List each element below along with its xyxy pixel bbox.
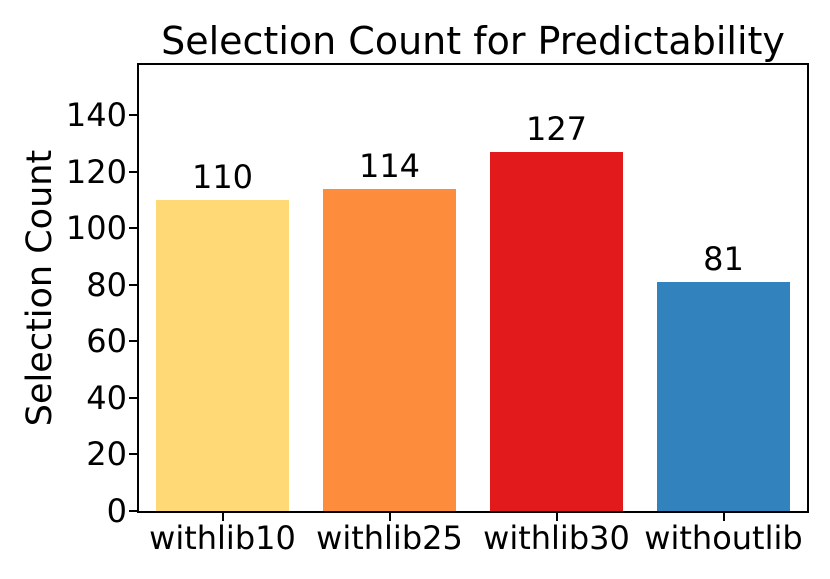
x-tick-mark — [722, 513, 725, 521]
y-tick-mark — [129, 114, 137, 117]
plot-frame — [137, 63, 809, 513]
bar-withoutlib — [656, 281, 791, 511]
bar-value-label: 114 — [358, 146, 421, 185]
y-tick-label: 140 — [65, 96, 127, 135]
y-tick-label: 40 — [86, 378, 127, 417]
y-tick-mark — [129, 396, 137, 399]
y-tick-label: 120 — [65, 152, 127, 191]
bar-value-label: 110 — [191, 157, 254, 196]
x-tick-label-withlib30: withlib30 — [483, 519, 630, 557]
bar-withlib30 — [489, 151, 624, 511]
y-tick-mark — [129, 283, 137, 286]
x-tick-mark — [221, 513, 224, 521]
chart-title: Selection Count for Predictability — [161, 19, 785, 63]
bar-withlib25 — [322, 188, 457, 511]
y-tick-label: 20 — [86, 435, 127, 474]
y-tick-label: 80 — [86, 265, 127, 304]
x-tick-label-withlib10: withlib10 — [149, 519, 296, 557]
x-tick-mark — [555, 513, 558, 521]
bar-value-label: 127 — [525, 109, 588, 148]
y-tick-mark — [129, 510, 137, 512]
y-tick-mark — [129, 453, 137, 456]
bar-withlib10 — [155, 199, 290, 511]
x-tick-label-withoutlib: withoutlib — [644, 519, 803, 557]
y-tick-label: 60 — [86, 322, 127, 361]
x-tick-label-withlib25: withlib25 — [316, 519, 463, 557]
y-tick-mark — [129, 170, 137, 173]
x-tick-mark — [388, 513, 391, 521]
y-tick-label: 0 — [106, 492, 127, 530]
y-tick-label: 100 — [65, 209, 127, 248]
y-tick-mark — [129, 340, 137, 343]
bar-value-label: 81 — [703, 239, 744, 278]
y-tick-mark — [129, 227, 137, 230]
